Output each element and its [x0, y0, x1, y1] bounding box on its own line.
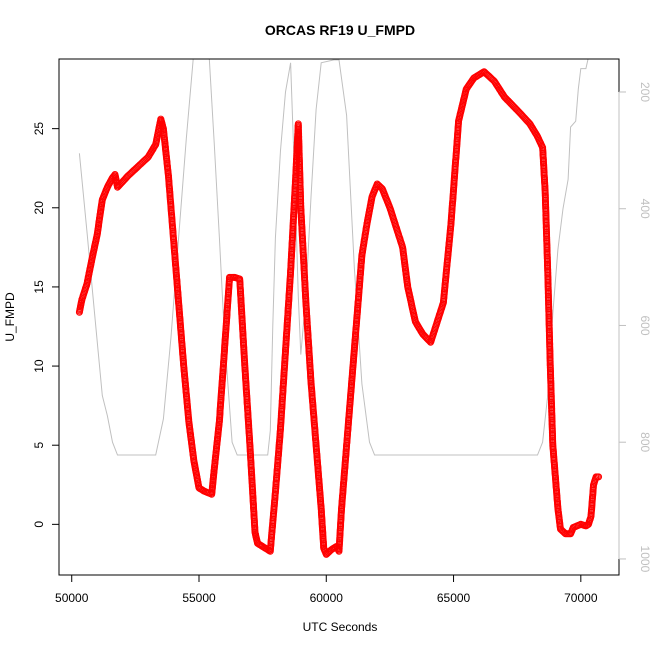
y-tick-label: 5 — [32, 442, 46, 449]
altitude-trace-line — [78, 59, 589, 456]
right-tick-label: 200 — [638, 82, 650, 102]
y-tick-label: 0 — [32, 521, 46, 528]
altitude-trace-layer — [78, 59, 589, 456]
data-points-layer — [75, 68, 603, 558]
y-tick-label: 25 — [32, 122, 46, 136]
x-tick-label: 70000 — [564, 591, 598, 605]
right-tick-label: 800 — [638, 432, 650, 452]
x-axis: 50000 55000 60000 65000 70000 — [55, 574, 598, 605]
y-tick-label: 15 — [32, 280, 46, 294]
y-axis: 0 5 10 15 20 25 — [32, 122, 60, 528]
x-tick-label: 55000 — [182, 591, 216, 605]
x-tick-label: 50000 — [55, 591, 89, 605]
right-y-axis: 200 400 600 800 1000 — [618, 82, 650, 573]
x-tick-label: 65000 — [437, 591, 471, 605]
x-axis-label: UTC Seconds — [303, 620, 378, 634]
right-tick-label: 600 — [638, 315, 650, 335]
chart-title: ORCAS RF19 U_FMPD — [265, 22, 415, 38]
y-axis-label: U_FMPD — [3, 292, 17, 342]
right-tick-label: 400 — [638, 199, 650, 219]
right-tick-label: 1000 — [638, 546, 650, 573]
y-tick-label: 10 — [32, 359, 46, 373]
data-point — [479, 68, 487, 76]
x-tick-label: 60000 — [310, 591, 344, 605]
y-tick-label: 20 — [32, 201, 46, 215]
data-point — [595, 473, 603, 481]
